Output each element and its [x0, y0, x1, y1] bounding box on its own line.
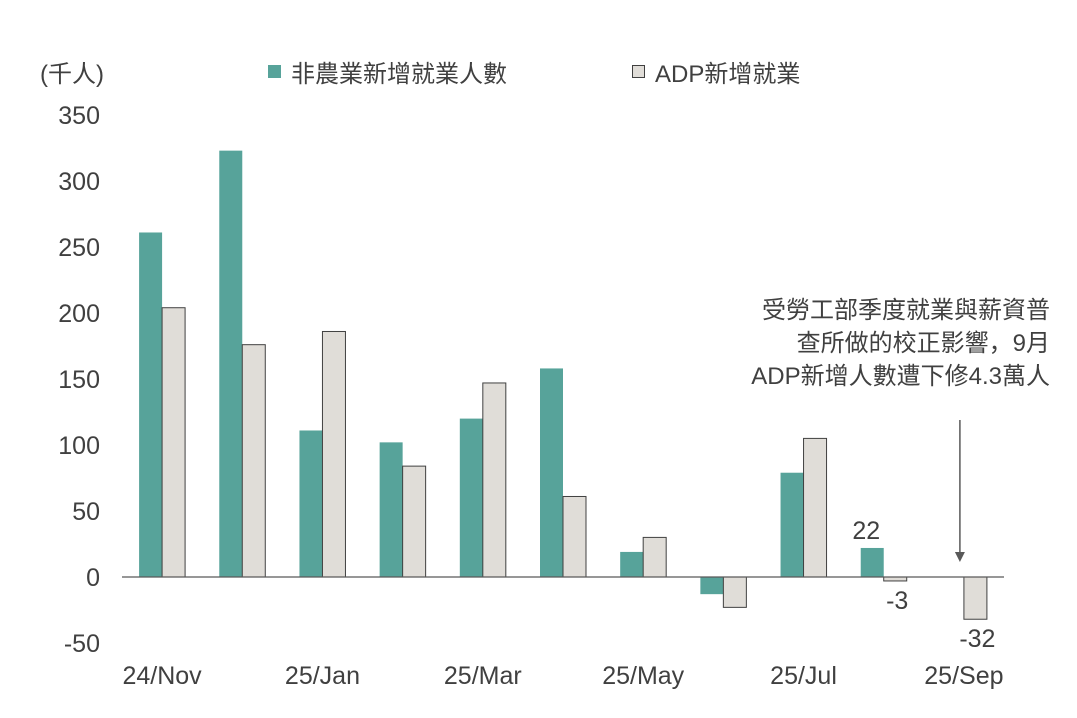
- y-tick-label: 200: [58, 300, 100, 328]
- x-tick-label: 25/May: [602, 662, 684, 690]
- bar-adp: [642, 536, 667, 578]
- legend-swatch-nonfarm: [268, 64, 281, 78]
- bar-adp: [722, 576, 747, 608]
- bar-nonfarm: [139, 232, 163, 578]
- revision-annotation: 受勞工部季度就業與薪資普 查所做的校正影響，9月 ADP新增人數遭下修4.3萬人: [700, 294, 1050, 393]
- legend-item-nonfarm: 非農業新增就業人數: [268, 54, 507, 88]
- annotation-line-2: 查所做的校正影響，9月: [796, 330, 1050, 357]
- data-label: -32: [959, 625, 995, 653]
- bar-nonfarm: [299, 430, 323, 577]
- bar-adp: [321, 330, 346, 578]
- annotation-arrow-head: [954, 552, 965, 562]
- y-tick-label: 300: [58, 168, 100, 196]
- bar-nonfarm: [540, 368, 563, 577]
- bar-nonfarm: [379, 442, 403, 577]
- bar-nonfarm: [700, 577, 724, 595]
- bar-adp: [402, 465, 427, 578]
- x-tick-label: 24/Nov: [122, 662, 202, 690]
- x-tick-label: 25/Mar: [444, 662, 522, 690]
- bar-nonfarm: [860, 547, 884, 577]
- legend-label-nonfarm: 非農業新增就業人數: [291, 60, 507, 88]
- y-tick-label: 250: [58, 234, 100, 262]
- x-tick-label: 25/Jan: [285, 662, 360, 690]
- bar-adp: [562, 495, 587, 578]
- legend-item-adp: ADP新增就業: [632, 54, 800, 88]
- y-tick-label: 100: [58, 432, 100, 460]
- legend-label-adp: ADP新增就業: [655, 60, 801, 88]
- legend-swatch-adp: [632, 64, 645, 78]
- annotation-line-3: ADP新增人數遭下修4.3萬人: [751, 363, 1050, 390]
- annotation-line-1: 受勞工部季度就業與薪資普: [762, 297, 1050, 324]
- y-tick-label: 50: [72, 498, 100, 526]
- y-tick-label: -50: [64, 630, 100, 658]
- bar-nonfarm: [620, 551, 644, 577]
- y-tick-label: 0: [86, 564, 100, 592]
- bar-nonfarm: [780, 472, 804, 577]
- y-tick-label: 350: [58, 102, 100, 130]
- x-tick-label: 25/Jul: [770, 662, 837, 690]
- bar-adp: [241, 344, 266, 578]
- bar-nonfarm: [459, 418, 483, 577]
- bar-adp: [482, 382, 507, 578]
- bar-adp: [803, 437, 828, 578]
- data-label: -3: [886, 587, 908, 615]
- data-label: 22: [852, 517, 880, 545]
- y-unit-label: (千人): [40, 61, 104, 88]
- x-tick-label: 25/Sep: [924, 662, 1003, 690]
- bar-adp: [161, 307, 186, 578]
- bar-adp: [963, 576, 988, 620]
- y-tick-label: 150: [58, 366, 100, 394]
- bar-nonfarm: [219, 150, 243, 577]
